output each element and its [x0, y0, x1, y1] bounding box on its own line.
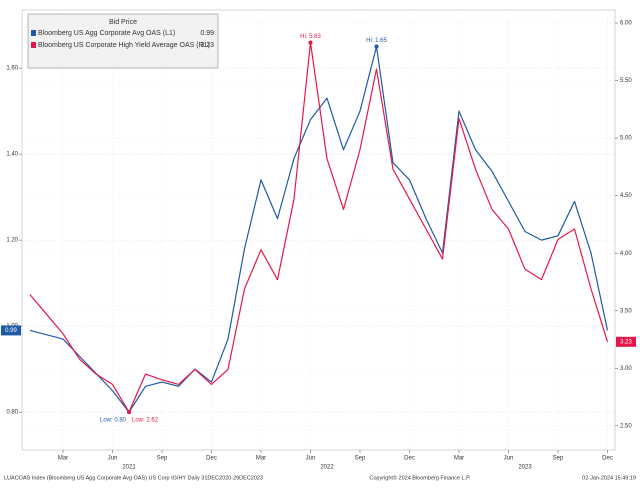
x-tick-label: Sep — [553, 456, 564, 462]
last-value-box — [1, 325, 21, 336]
y2-tick-label: 4.00 — [620, 251, 632, 257]
legend-label: Bloomberg US Agg Corporate Avg OAS (L1) — [38, 30, 175, 37]
x-tick-label: Mar — [58, 456, 68, 462]
last-value-label: 3.23 — [620, 339, 632, 345]
x-tick-label: Mar — [454, 456, 464, 462]
legend-title: Bid Price — [109, 19, 137, 26]
hi-label: Hi: 1.65 — [366, 38, 387, 44]
y2-tick-label: 3.00 — [620, 366, 632, 372]
legend-value: 3.23 — [200, 42, 214, 49]
last-value-label: 0.99 — [5, 328, 17, 334]
footer-center: Copyright© 2024 Bloomberg Finance L.P. — [369, 474, 471, 481]
x-tick-label: Dec — [404, 456, 415, 462]
y-tick-label: 0.80 — [6, 410, 18, 416]
legend-box — [27, 13, 219, 69]
year-label: 2023 — [518, 465, 532, 471]
low-marker — [127, 410, 131, 415]
y-tick-label: 1.40 — [6, 152, 18, 158]
x-tick-label: Jun — [504, 456, 514, 462]
low-label: Low: 2.62 — [132, 418, 159, 424]
x-tick-label: Sep — [157, 456, 168, 462]
low-label: Low: 0.80 — [100, 418, 127, 424]
hi-marker — [374, 44, 379, 49]
y-tick-label: 1.20 — [6, 238, 18, 244]
series-line — [29, 41, 609, 413]
y2-tick-label: 4.50 — [620, 193, 632, 199]
y2-tick-label: 5.00 — [620, 136, 632, 142]
legend-label: Bloomberg US Corporate High Yield Averag… — [38, 42, 210, 49]
footer-right: 02-Jan-2024 15:49:19 — [582, 475, 636, 481]
y2-tick-label: 6.00 — [620, 21, 632, 27]
x-tick-label: Jun — [108, 456, 118, 462]
x-tick-label: Dec — [206, 456, 217, 462]
legend-value: 0.99 — [200, 30, 214, 37]
plot-frame — [21, 9, 616, 451]
footer-left: LUACOAS Index (Bloomberg US Agg Corporat… — [4, 475, 263, 481]
hi-marker — [308, 40, 313, 45]
year-label: 2022 — [320, 465, 334, 471]
legend-swatch — [31, 42, 36, 48]
x-tick-label: Mar — [256, 456, 266, 462]
y-tick-label: 1.60 — [6, 66, 18, 72]
x-tick-label: Jun — [306, 456, 316, 462]
last-value-box — [616, 336, 636, 347]
hi-label: Hi: 5.83 — [300, 34, 321, 40]
x-tick-label: Sep — [355, 456, 366, 462]
year-label: 2021 — [122, 465, 136, 471]
y2-tick-label: 2.50 — [620, 423, 632, 429]
legend-swatch — [31, 30, 36, 36]
x-tick-label: Dec — [602, 456, 613, 462]
y2-tick-label: 3.50 — [620, 308, 632, 314]
y2-tick-label: 5.50 — [620, 78, 632, 84]
